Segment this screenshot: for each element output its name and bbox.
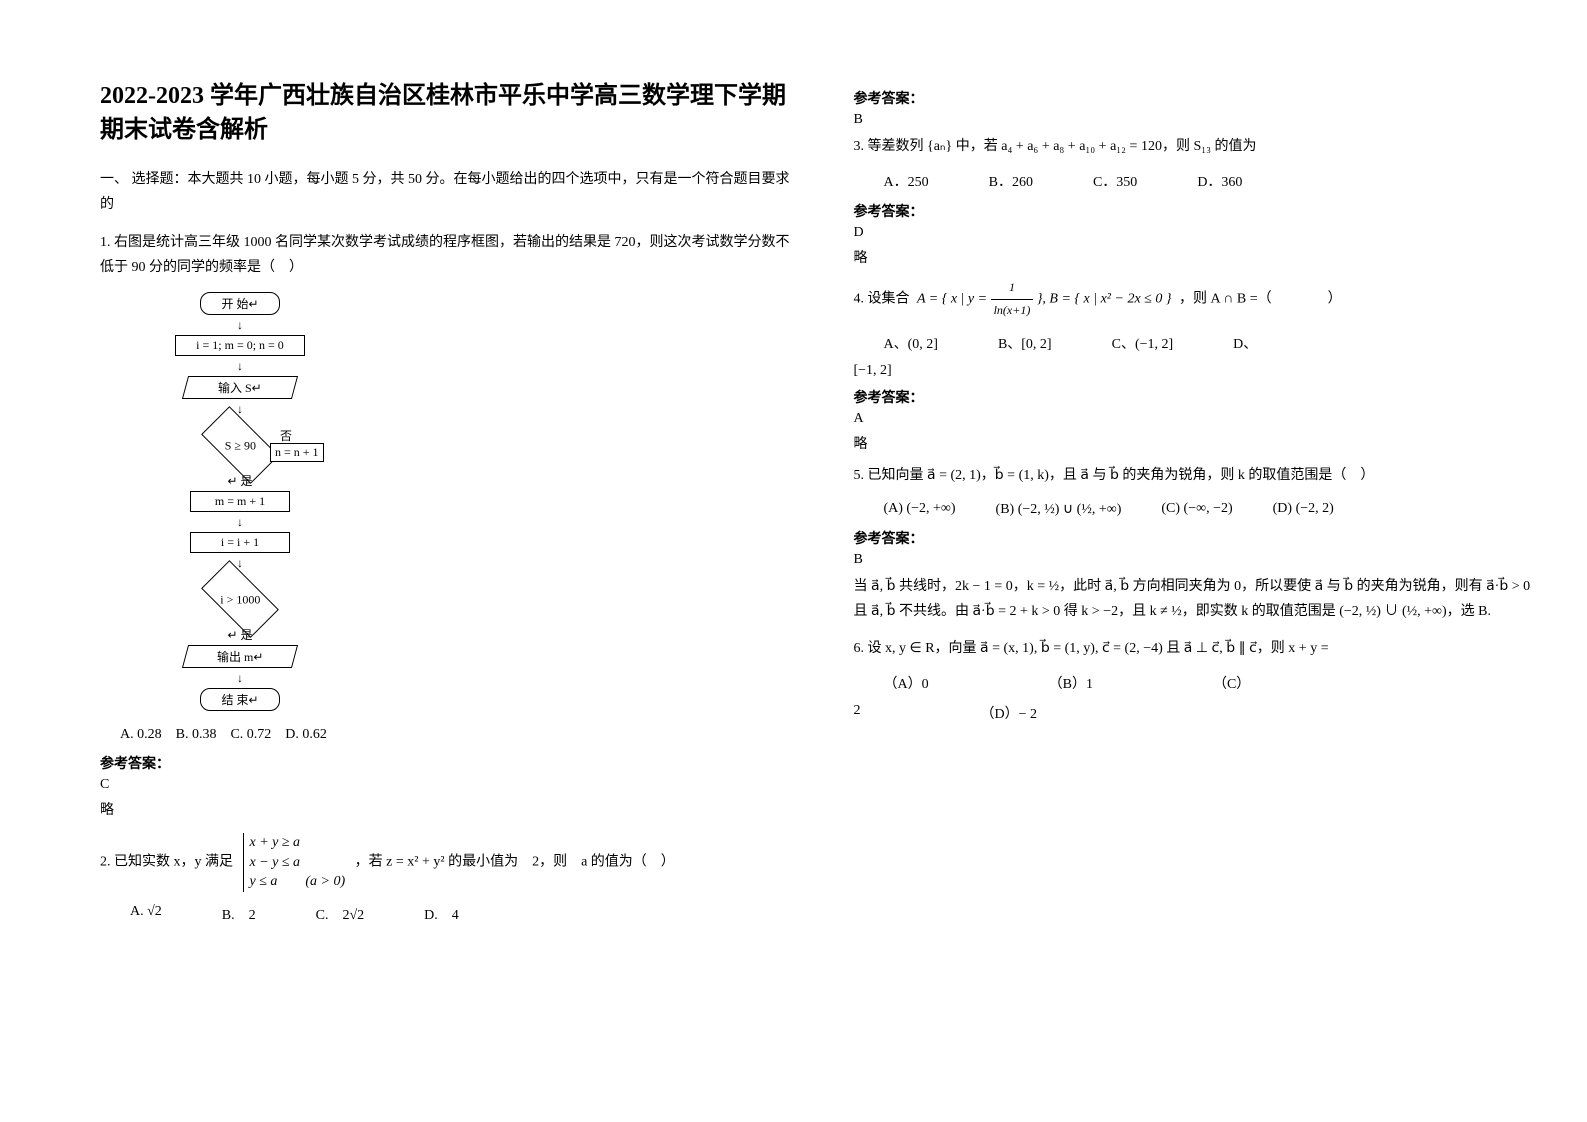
q2-text: 2. 已知实数 x，y 满足 x + y ≥ a x − y ≤ a y ≤ a… [100, 833, 794, 892]
q4-options: A、(0, 2] B、[0, 2] C、(−1, 2] D、 [884, 333, 1548, 353]
q2-options: A. √2 B. 2 C. 2√2 D. 4 [130, 904, 794, 924]
arrow-icon: ↓ [130, 516, 350, 528]
q3-brief: 略 [854, 247, 1548, 267]
answer-key-label: 参考答案： [854, 201, 1548, 221]
q4-sets: A = { x | y = 1ln(x+1) }, B = { x | x² −… [917, 277, 1171, 321]
flow-label-no: 否 [280, 427, 292, 444]
q4-suffix: ，则 A ∩ B =（ ） [1179, 292, 1342, 307]
q4-opt-d: D、 [1233, 333, 1257, 353]
q4-text: 4. 设集合 A = { x | y = 1ln(x+1) }, B = { x… [854, 277, 1548, 321]
q2-opt-d: D. 4 [424, 904, 459, 924]
flowchart: 开 始↵ ↓ i = 1; m = 0; n = 0 ↓ 输入 S↵ ↓ S ≥… [130, 292, 350, 711]
page-title: 2022-2023 学年广西壮族自治区桂林市平乐中学高三数学理下学期期末试卷含解… [100, 80, 794, 147]
q3-text: 3. 等差数列 {aₙ} 中，若 a₄ + a₆ + a₈ + a₁₀ + a₁… [854, 134, 1548, 159]
flow-cond-1: S ≥ 90 [201, 406, 279, 484]
q4-opt-d-line: [−1, 2] [854, 363, 1548, 379]
q2-answer: B [854, 112, 1548, 128]
q5-explanation: 当 a⃗, b⃗ 共线时，2k − 1 = 0，k = ½，此时 a⃗, b⃗ … [854, 574, 1548, 624]
flow-input: 输入 S↵ [182, 376, 298, 399]
q6-options-row2: 2 （D）− 2 [854, 703, 1548, 723]
q6-opt-b: （B）1 [1049, 673, 1093, 693]
q4-prefix: 4. 设集合 [854, 292, 910, 307]
flow-cond-2: i > 1000 [201, 560, 279, 638]
q4-opt-b: B、[0, 2] [998, 333, 1052, 353]
q5-opt-c: (C) (−∞, −2) [1161, 501, 1232, 518]
q5-opt-d: (D) (−2, 2) [1273, 501, 1334, 518]
answer-key-label: 参考答案： [854, 528, 1548, 548]
q1-options: A. 0.28 B. 0.38 C. 0.72 D. 0.62 [120, 723, 794, 743]
arrow-icon: ↓ [130, 360, 350, 372]
right-column: 参考答案： B 3. 等差数列 {aₙ} 中，若 a₄ + a₆ + a₈ + … [854, 80, 1548, 934]
flow-init: i = 1; m = 0; n = 0 [175, 335, 305, 356]
q3-opt-c: C．350 [1093, 171, 1137, 191]
q1-brief: 略 [100, 799, 794, 819]
q4-answer: A [854, 411, 1548, 427]
q6-opt-c2: 2 [854, 703, 861, 723]
flow-m: m = m + 1 [190, 491, 290, 512]
arrow-icon: ↓ [130, 319, 350, 331]
flow-n: n = n + 1 [270, 443, 324, 462]
q6-options-row1: （A）0 （B）1 （C） [884, 673, 1548, 693]
q4-opt-a: A、(0, 2] [884, 333, 938, 353]
flow-start: 开 始↵ [200, 292, 280, 315]
q6-opt-a: （A）0 [884, 673, 929, 693]
q6-opt-c: （C） [1213, 673, 1250, 693]
q2-opt-c: C. 2√2 [316, 904, 365, 924]
q5-answer: B [854, 552, 1548, 568]
q2-opt-b: B. 2 [222, 904, 256, 924]
answer-key-label: 参考答案： [854, 88, 1548, 108]
q5-options: (A) (−2, +∞) (B) (−2, ½) ∪ (½, +∞) (C) (… [884, 501, 1548, 518]
q5-opt-a: (A) (−2, +∞) [884, 501, 956, 518]
q6-opt-d: （D）− 2 [981, 703, 1038, 723]
q3-opt-b: B．260 [989, 171, 1033, 191]
flow-label-yes-2: ↵ 是 [130, 629, 350, 641]
flow-output: 输出 m↵ [182, 645, 298, 668]
arrow-icon: ↓ [130, 403, 350, 415]
section-1-heading: 一、 选择题：本大题共 10 小题，每小题 5 分，共 50 分。在每小题给出的… [100, 167, 794, 217]
left-column: 2022-2023 学年广西壮族自治区桂林市平乐中学高三数学理下学期期末试卷含解… [100, 80, 794, 934]
q6-text: 6. 设 x, y ∈ R，向量 a⃗ = (x, 1), b⃗ = (1, y… [854, 636, 1548, 661]
q1-text: 1. 右图是统计高三年级 1000 名同学某次数学考试成绩的程序框图，若输出的结… [100, 230, 794, 280]
q4-brief: 略 [854, 433, 1548, 453]
flow-i: i = i + 1 [190, 532, 290, 553]
flow-label-yes: ↵ 是 [130, 475, 350, 487]
arrow-icon: ↓ [130, 672, 350, 684]
answer-key-label: 参考答案： [100, 753, 794, 773]
q4-opt-c: C、(−1, 2] [1112, 333, 1174, 353]
q3-options: A．250 B．260 C．350 D．360 [884, 171, 1548, 191]
flow-end: 结 束↵ [200, 688, 280, 711]
q2-opt-a: A. √2 [130, 904, 162, 924]
q3-answer: D [854, 225, 1548, 241]
q3-opt-d: D．360 [1197, 171, 1242, 191]
q3-opt-a: A．250 [884, 171, 929, 191]
q1-answer: C [100, 777, 794, 793]
arrow-icon: ↓ [130, 557, 350, 569]
q5-opt-b: (B) (−2, ½) ∪ (½, +∞) [996, 501, 1122, 518]
q2-prefix: 2. 已知实数 x，y 满足 [100, 855, 233, 870]
q5-text: 5. 已知向量 a⃗ = (2, 1)，b⃗ = (1, k)，且 a⃗ 与 b… [854, 463, 1548, 488]
q2-mid: ，若 z = x² + y² 的最小值为 2，则 a 的值为（ ） [355, 855, 675, 870]
answer-key-label: 参考答案： [854, 387, 1548, 407]
q2-system: x + y ≥ a x − y ≤ a y ≤ a (a > 0) [243, 833, 346, 892]
